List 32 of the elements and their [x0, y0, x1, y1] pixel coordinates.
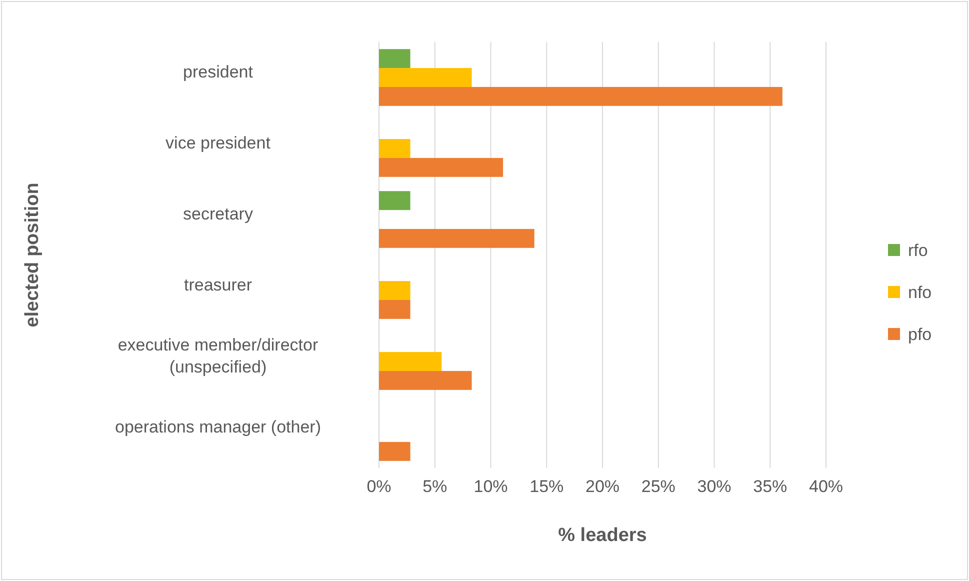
bar: [379, 86, 782, 106]
y-tick-label: president: [183, 62, 254, 82]
x-tick-label: 5%: [422, 477, 448, 496]
x-tick-label: 0%: [366, 477, 392, 496]
legend-label: pfo: [908, 324, 932, 344]
x-tick-label: 25%: [641, 477, 676, 496]
bar: [379, 228, 534, 248]
y-tick-label: treasurer: [184, 275, 252, 294]
x-tick-label: 20%: [585, 477, 620, 496]
y-tick-label: operations manager (other): [114, 417, 322, 436]
y-tick-label: vice president: [166, 133, 271, 152]
bar: [379, 139, 410, 158]
legend-label: nfo: [908, 282, 932, 302]
bar: [379, 49, 410, 68]
bar: [379, 158, 504, 177]
bar: [379, 191, 410, 210]
bar: [379, 281, 410, 300]
x-tick-label: 30%: [697, 477, 732, 496]
x-tick-label: 15%: [530, 477, 564, 496]
x-axis-title: % leaders: [558, 525, 647, 546]
y-axis-title: elected position: [22, 182, 43, 328]
bar: [379, 352, 442, 371]
x-tick-label: 10%: [474, 477, 508, 496]
y-tick-label: executive member/director (unspecified): [118, 335, 318, 376]
legend-label: rfo: [908, 240, 928, 260]
bar: [379, 442, 410, 461]
y-tick-label: secretary: [183, 204, 254, 224]
x-tick-label: 40%: [808, 477, 844, 496]
bar: [379, 300, 410, 319]
bar: [379, 370, 472, 390]
x-tick-label: 35%: [753, 477, 788, 496]
bar: [379, 68, 472, 87]
